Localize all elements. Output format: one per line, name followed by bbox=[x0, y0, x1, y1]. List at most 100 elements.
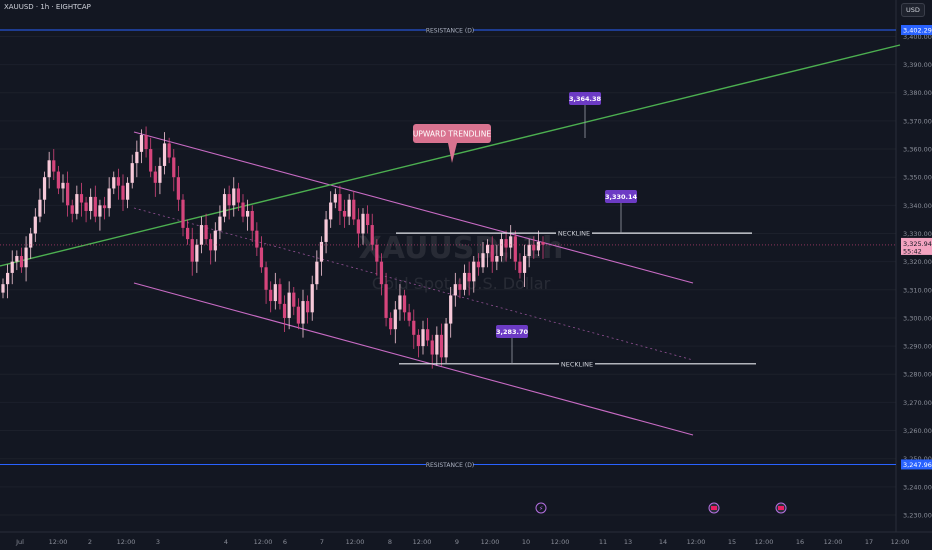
time-tick-label: 17 bbox=[865, 538, 873, 546]
candle-body bbox=[29, 233, 33, 248]
candle-body bbox=[10, 261, 14, 273]
candle-body bbox=[158, 165, 162, 183]
time-tick-label: 12:00 bbox=[687, 538, 706, 546]
symbol-title[interactable]: XAUUSD · 1h · EIGHTCAP bbox=[4, 3, 91, 11]
time-tick-label: 4 bbox=[224, 538, 228, 546]
candle-body bbox=[24, 247, 28, 268]
channel-median-line[interactable] bbox=[133, 207, 694, 361]
candle-body bbox=[449, 295, 453, 324]
candle-body bbox=[1, 284, 5, 293]
channel-lower-line[interactable] bbox=[133, 282, 694, 436]
candle-body bbox=[255, 230, 259, 248]
candle-body bbox=[236, 188, 240, 203]
time-tick-label: 7 bbox=[320, 538, 324, 546]
time-tick-label: 10 bbox=[522, 538, 530, 546]
price-tick-label: 3,300.00 bbox=[903, 314, 932, 322]
candle-body bbox=[38, 199, 42, 217]
candle-body bbox=[167, 143, 171, 158]
price-tick-label: 3,260.00 bbox=[903, 427, 932, 435]
candle-body bbox=[319, 241, 324, 262]
candle-body bbox=[186, 227, 190, 240]
resistance-top-badge bbox=[901, 25, 932, 35]
resistance-label-bg bbox=[426, 25, 473, 35]
candle-body bbox=[232, 188, 236, 206]
price-callout-box[interactable] bbox=[605, 190, 637, 203]
resistance-top-value: 3,402.29 bbox=[903, 27, 932, 35]
price-tick-label: 3,230.00 bbox=[903, 511, 932, 519]
candle-body bbox=[126, 182, 130, 200]
candle-body bbox=[472, 261, 476, 282]
price-tick-label: 3,390.00 bbox=[903, 61, 932, 69]
candle-body bbox=[246, 210, 250, 217]
candle-body bbox=[532, 244, 536, 251]
price-callout-box[interactable] bbox=[496, 325, 528, 338]
candle-body bbox=[172, 157, 176, 178]
candle-body bbox=[130, 163, 134, 183]
candle-body bbox=[509, 236, 513, 248]
candle-body bbox=[306, 301, 310, 313]
candle-body bbox=[199, 225, 204, 245]
candle-body bbox=[504, 239, 508, 248]
candle-body bbox=[153, 171, 157, 183]
currency-button[interactable]: USD bbox=[901, 3, 925, 17]
candle-body bbox=[495, 256, 499, 262]
candle-body bbox=[513, 236, 517, 262]
channel-upper-line[interactable] bbox=[133, 131, 694, 284]
candle-body bbox=[195, 244, 199, 262]
candle-body bbox=[370, 225, 374, 245]
upward-trendline[interactable] bbox=[0, 44, 901, 267]
candle-body bbox=[144, 134, 148, 150]
candle-body bbox=[287, 292, 291, 318]
candle-body bbox=[98, 205, 102, 217]
time-tick-label: 15 bbox=[728, 538, 736, 546]
price-callout-box[interactable] bbox=[569, 92, 601, 105]
candle-body bbox=[176, 177, 180, 200]
time-tick-label: 12:00 bbox=[551, 538, 570, 546]
candle-body bbox=[241, 202, 245, 217]
candle-body bbox=[42, 177, 47, 200]
candle-body bbox=[458, 284, 462, 290]
candle-body bbox=[47, 160, 51, 178]
candle-body bbox=[79, 194, 84, 203]
economic-event-flag-icon bbox=[778, 506, 784, 510]
price-tick-label: 3,290.00 bbox=[903, 343, 932, 351]
candle-body bbox=[324, 219, 328, 242]
candle-body bbox=[102, 205, 107, 209]
time-tick-label: 12:00 bbox=[117, 538, 136, 546]
candle-body bbox=[499, 239, 504, 257]
trendline-callout-pointer bbox=[448, 143, 457, 163]
candle-body bbox=[6, 272, 10, 285]
price-tick-label: 3,330.00 bbox=[903, 230, 932, 238]
candle-body bbox=[398, 295, 402, 310]
candle-body bbox=[259, 247, 264, 268]
candle-body bbox=[453, 284, 457, 296]
candle-body bbox=[486, 244, 490, 254]
price-callout-label: 3,330.14 bbox=[605, 193, 638, 201]
candle-body bbox=[292, 292, 296, 307]
neckline-label-bg bbox=[556, 228, 592, 238]
candle-body bbox=[112, 177, 116, 189]
time-tick-label: 16 bbox=[796, 538, 804, 546]
candle-body bbox=[190, 239, 194, 262]
candle-body bbox=[19, 256, 24, 268]
candle-body bbox=[162, 143, 167, 166]
candle-body bbox=[269, 289, 273, 302]
event-lightning-icon[interactable] bbox=[535, 502, 547, 514]
current-price-badge bbox=[901, 237, 932, 255]
price-tick-label: 3,320.00 bbox=[903, 258, 932, 266]
price-tick-label: 3,360.00 bbox=[903, 146, 932, 154]
candle-body bbox=[421, 329, 425, 347]
time-tick-label: 13 bbox=[624, 538, 632, 546]
candle-body bbox=[315, 261, 319, 285]
candle-body bbox=[70, 205, 74, 214]
resistance-bottom-label: RESISTANCE (D) bbox=[426, 462, 474, 469]
price-tick-label: 3,270.00 bbox=[903, 399, 932, 407]
candle-body bbox=[462, 272, 467, 290]
trendline-callout-box[interactable] bbox=[413, 124, 491, 143]
resistance-top-label: RESISTANCE (D) bbox=[426, 28, 474, 35]
candle-body bbox=[52, 160, 56, 172]
time-tick-label: 3 bbox=[156, 538, 160, 546]
time-tick-label: 8 bbox=[388, 538, 392, 546]
